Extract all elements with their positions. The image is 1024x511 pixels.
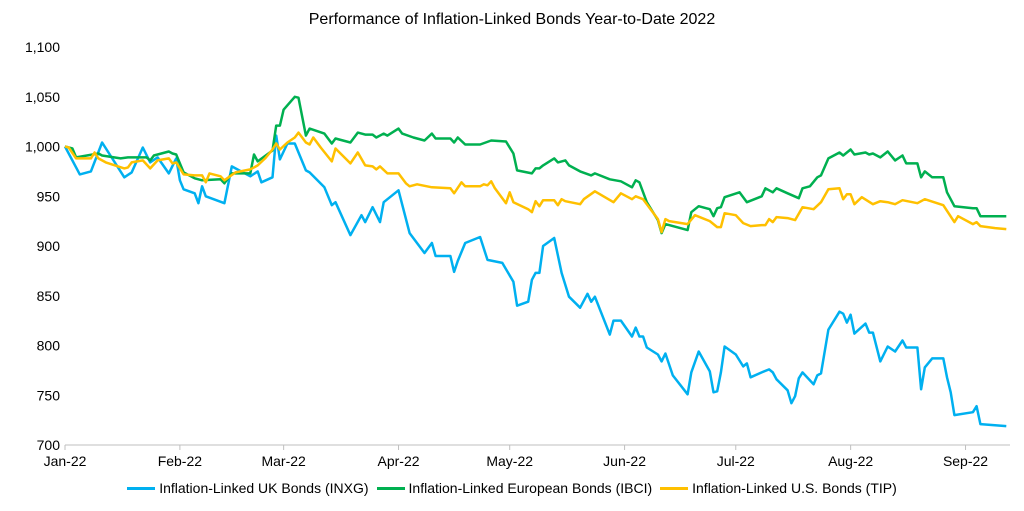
x-tick-label: Feb-22 <box>158 453 203 469</box>
x-tick-label: Mar-22 <box>261 453 306 469</box>
y-tick-label: 1,000 <box>25 139 60 155</box>
x-tick-label: May-22 <box>486 453 533 469</box>
legend-swatch <box>660 486 689 490</box>
x-axis: Jan-22 Feb-22 Mar-22 Apr-22 May-22 Jun-22 Jul-… <box>44 444 1010 469</box>
y-tick-label: 900 <box>37 238 61 254</box>
legend-label: Inflation-Linked European Bonds (IBCI) <box>408 480 653 496</box>
legend-label: Inflation-Linked U.S. Bonds (TIP) <box>692 480 897 496</box>
x-tick-label: Jul-22 <box>717 453 755 469</box>
x-tick-label: Jan-22 <box>44 453 87 469</box>
y-axis: 700 750 800 850 900 950 1,000 1,050 1,100 <box>25 39 60 453</box>
y-tick-label: 750 <box>37 387 61 403</box>
legend-item: Inflation-Linked U.S. Bonds (TIP) <box>660 480 897 496</box>
legend-swatch <box>376 486 405 490</box>
y-tick-label: 700 <box>37 437 61 453</box>
legend: Inflation-Linked UK Bonds (INXG) Inflatio… <box>0 480 1024 496</box>
y-tick-label: 1,100 <box>25 39 60 55</box>
series-line-2 <box>64 131 1007 234</box>
y-tick-label: 800 <box>37 338 61 354</box>
chart-title: Performance of Inflation-Linked Bonds Ye… <box>309 11 716 28</box>
series-lines <box>63 95 1007 428</box>
x-tick-label: Sep-22 <box>943 453 988 469</box>
y-tick-label: 950 <box>37 188 61 204</box>
y-tick-label: 850 <box>37 288 61 304</box>
legend-item: Inflation-Linked European Bonds (IBCI) <box>376 480 653 496</box>
x-tick-label: Apr-22 <box>378 453 420 469</box>
series-line-1 <box>64 95 1007 235</box>
x-tick-label: Aug-22 <box>828 453 873 469</box>
series-line-0 <box>63 134 1007 428</box>
legend-item: Inflation-Linked UK Bonds (INXG) <box>127 480 369 496</box>
y-tick-label: 1,050 <box>25 89 60 105</box>
legend-swatch <box>127 486 156 490</box>
line-chart: Performance of Inflation-Linked Bonds Ye… <box>25 11 1010 469</box>
legend-label: Inflation-Linked UK Bonds (INXG) <box>159 480 369 496</box>
x-tick-label: Jun-22 <box>603 453 646 469</box>
